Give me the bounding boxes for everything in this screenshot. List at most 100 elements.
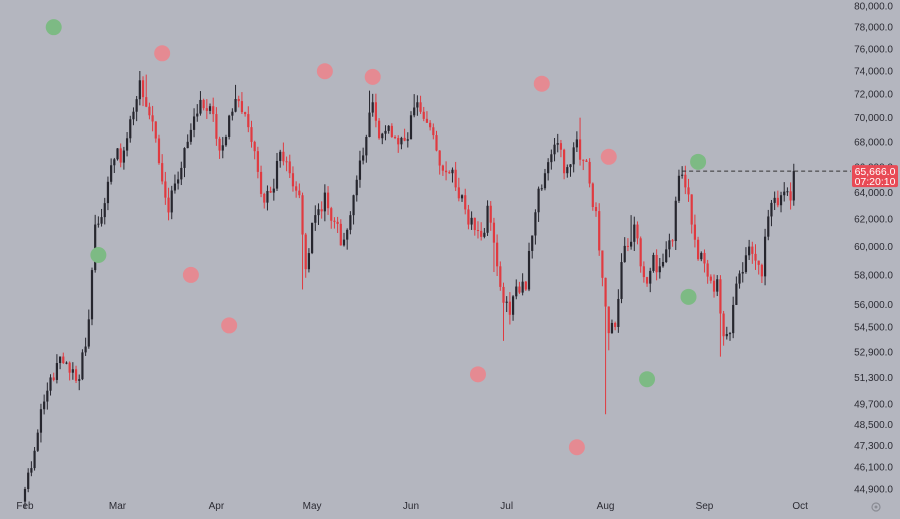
candle-body [668,240,671,250]
candle [483,227,486,239]
candle-body [224,136,228,146]
candle-body [636,224,639,239]
candle-body [129,119,132,139]
candle [409,111,413,140]
candle [728,331,732,341]
candle [566,164,569,178]
candle [400,136,403,150]
candle-body [231,111,234,116]
candle [288,154,291,179]
candle [141,76,145,107]
bullish-signal-marker [45,19,62,36]
x-tick-label: Jun [403,501,419,512]
candle-body [218,138,221,151]
candle [585,158,588,162]
candle [100,208,103,227]
candle-body [725,334,728,337]
candle-body [205,108,208,111]
candle-body [30,468,33,473]
x-tick-label: Apr [209,501,225,512]
candle-body [240,101,244,113]
candle-body [559,143,563,150]
candle [177,171,180,190]
candle-body [138,80,141,100]
candle [658,257,661,279]
candle [119,143,122,168]
candle-body [81,352,84,380]
candle-body [199,99,202,114]
candle [307,248,311,273]
candle-body [365,136,368,156]
candle [84,337,87,356]
candle-body [783,191,786,196]
candle-body [87,319,90,347]
candle [27,468,30,493]
candle [167,187,170,221]
candle [250,120,253,148]
candle [681,166,684,179]
candle [757,260,760,275]
candle [438,150,441,175]
candle-body [630,241,633,247]
candle [161,154,164,185]
candle [317,203,320,225]
candle-body [547,162,550,174]
candle [55,354,58,384]
candle [148,102,151,120]
candle [684,165,687,195]
candle-body [671,240,674,242]
candle-body [189,129,192,142]
candle-body [151,115,154,122]
candle [387,125,390,134]
candle [381,132,384,145]
candle-body [122,150,125,163]
candle-body [658,266,661,273]
y-tick-label: 47,300.0 [854,441,893,452]
candle-body [537,188,540,213]
candle [282,142,285,166]
candle-body [649,270,652,284]
candle-body [78,379,81,381]
candle-body [681,174,684,176]
candle [253,140,256,160]
candle-body [39,409,43,433]
candle [336,216,339,234]
candle-body [473,217,476,231]
candle-body [304,234,307,270]
candle [314,205,317,231]
chart-settings-gear-icon[interactable] [871,502,881,512]
candle [492,217,496,273]
candle-body [291,173,295,187]
candle-body [591,183,594,208]
candle-body [700,252,703,260]
candle-body [598,211,601,251]
candle-body [400,137,403,145]
candle-body [419,102,422,112]
candle-body [454,169,457,188]
candle-body [330,208,333,221]
candle [374,93,377,128]
candle-body [170,190,173,213]
y-tick-label: 74,000.0 [854,67,893,78]
candle [792,163,795,206]
candle [719,275,722,357]
x-tick-label: Mar [109,501,127,512]
candle [582,159,585,171]
candle [505,296,508,313]
candle [515,279,518,300]
candle-body [521,281,524,293]
candle [46,382,49,410]
candle [553,138,556,162]
candle-body [553,144,556,155]
candle [652,252,655,273]
bearish-signal-marker [316,63,333,80]
candle [476,221,480,239]
candle [362,147,365,165]
candle-body [429,122,432,128]
candle-body [100,217,103,224]
candle-body [585,160,588,162]
candle [435,130,438,152]
candle-body [27,472,30,489]
